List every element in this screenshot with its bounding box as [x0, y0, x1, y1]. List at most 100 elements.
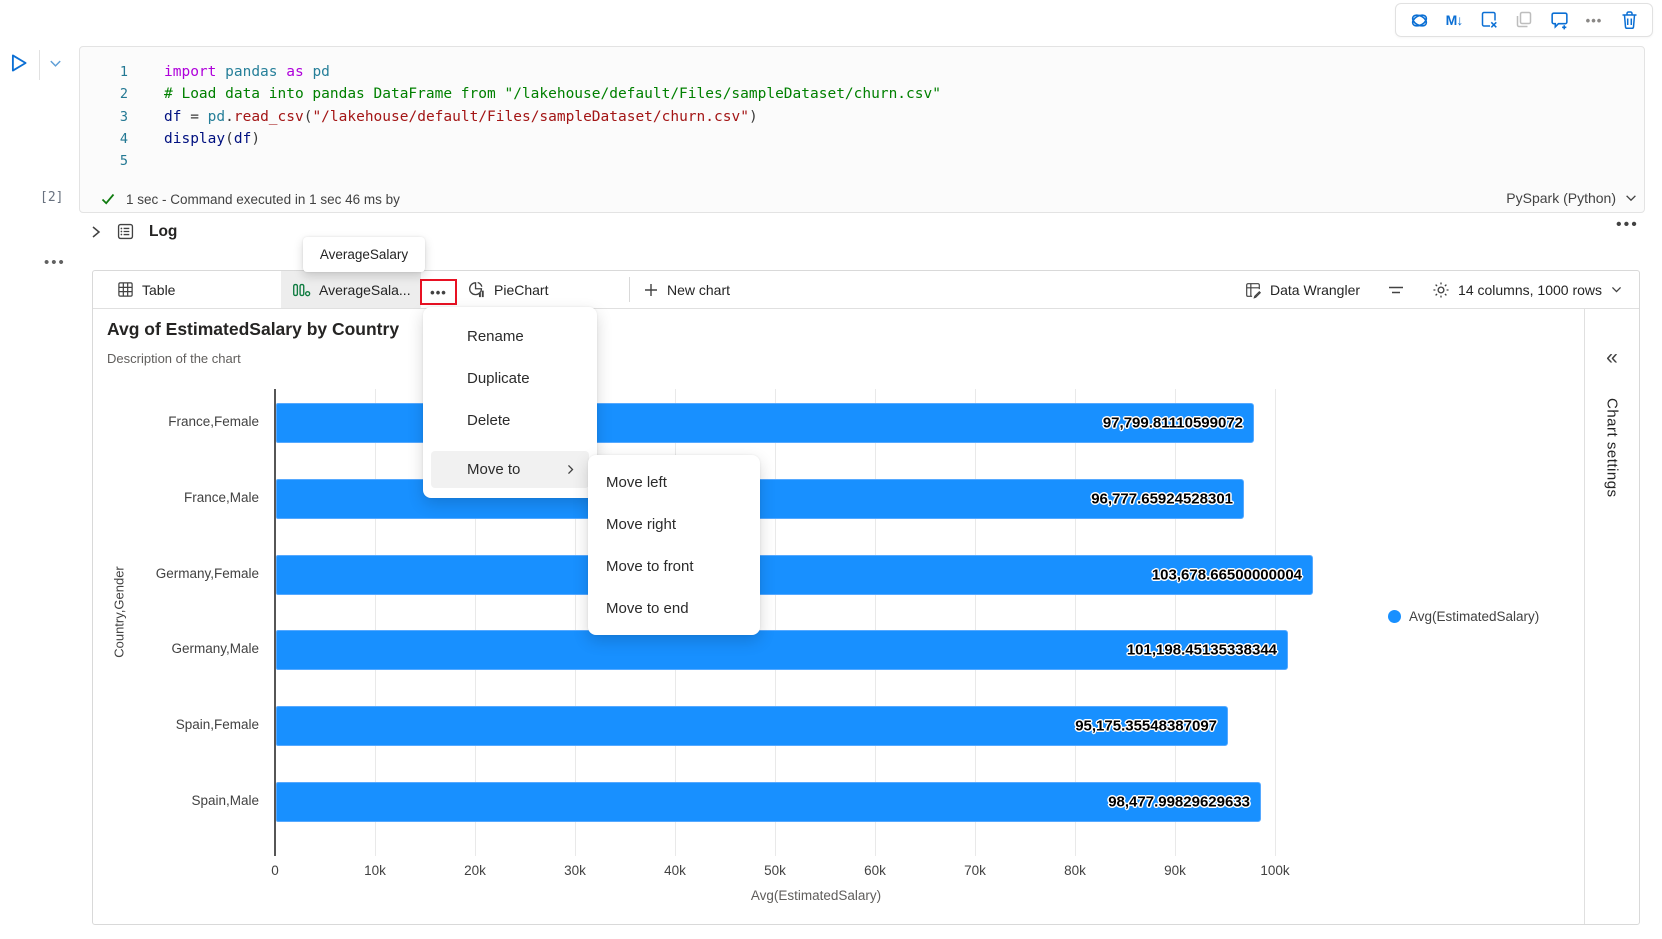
copy-cell-icon [1513, 9, 1535, 31]
columns-rows-selector[interactable]: 14 columns, 1000 rows [1432, 281, 1623, 299]
y-axis-label: Country,Gender [111, 566, 127, 658]
x-tick-label: 90k [1164, 863, 1186, 878]
bar-Germany,Female[interactable]: 103,678.66500000004 [276, 554, 1313, 595]
bar-value-label: 103,678.66500000004 [1151, 566, 1302, 584]
code-line[interactable]: 3 df = pd.read_csv("/lakehouse/default/Fi… [80, 106, 1644, 128]
plus-icon [645, 283, 657, 296]
output-more-options[interactable]: ••• [44, 254, 66, 271]
x-tick-label: 20k [464, 863, 486, 878]
x-tick-label: 80k [1064, 863, 1086, 878]
gridline [775, 389, 776, 856]
tab-table[interactable]: Table [117, 271, 175, 308]
submenu-item-move-to-end[interactable]: Move to end [588, 587, 760, 629]
chart-legend[interactable]: Avg(EstimatedSalary) [1388, 609, 1539, 624]
line-number: 5 [119, 153, 128, 170]
run-options-chevron-icon[interactable] [48, 56, 63, 71]
more-options-icon[interactable]: ••• [1585, 12, 1603, 28]
y-axis-line [274, 389, 276, 856]
gridline [975, 389, 976, 856]
plot-area: 0 10k 20k 30k 40k 50k 60k 70k 80k 90k 100k 97,799.8… [93, 271, 1584, 924]
code-line[interactable]: 5 [80, 150, 1644, 172]
menu-item-move-to[interactable]: Move to [431, 451, 589, 488]
run-cell-icon[interactable] [8, 52, 30, 74]
filter-icon[interactable] [1386, 280, 1406, 300]
x-tick-label: 70k [964, 863, 986, 878]
gridline [475, 389, 476, 856]
kernel-name: PySpark (Python) [1506, 190, 1616, 206]
copilot-icon[interactable] [1408, 9, 1430, 31]
bar-Spain,Female[interactable]: 95,175.35548387097 [276, 706, 1228, 747]
x-tick-label: 30k [564, 863, 586, 878]
add-comment-icon[interactable] [1548, 9, 1570, 31]
category-label: Germany,Female [155, 565, 259, 581]
delete-cell-icon[interactable] [1618, 9, 1640, 31]
bar-value-label: 98,477.99829629633 [1108, 793, 1250, 811]
bar-Germany,Male[interactable]: 101,198.45135338344 [276, 630, 1288, 671]
menu-item-rename[interactable]: Rename [423, 315, 597, 357]
new-chart-button[interactable]: New chart [643, 271, 730, 308]
bar-France,Male[interactable]: 96,777.65924528301 [276, 478, 1244, 519]
log-label: Log [149, 222, 178, 240]
tab-piechart[interactable]: PieChart [467, 271, 548, 308]
tab-average-salary[interactable]: AverageSala... [281, 271, 421, 308]
x-tick-label: 100k [1260, 863, 1290, 878]
divider [629, 277, 630, 302]
chart-settings-label[interactable]: Chart settings [1603, 398, 1621, 498]
expand-panel-icon[interactable]: « [1606, 346, 1618, 369]
x-tick-label: 60k [864, 863, 886, 878]
submenu-item-move-right[interactable]: Move right [588, 503, 760, 545]
submenu-item-move-to-front[interactable]: Move to front [588, 545, 760, 587]
gear-icon [1433, 281, 1449, 298]
expand-chevron-icon[interactable] [90, 225, 102, 239]
menu-item-label: Move left [606, 473, 667, 491]
x-axis-label: Avg(EstimatedSalary) [750, 888, 882, 903]
bar-chart-icon [293, 283, 311, 296]
tab-table-label: Table [142, 281, 176, 298]
data-wrangler-button[interactable]: Data Wrangler [1244, 281, 1360, 299]
menu-item-label: Move to [467, 461, 521, 478]
data-wrangler-icon [1246, 282, 1262, 299]
code-line[interactable]: 1 import pandas as pd [80, 61, 1644, 83]
chart-subtitle: Description of the chart [107, 351, 241, 366]
kernel-picker[interactable]: PySpark (Python) [1506, 190, 1638, 206]
submenu-chevron-icon [568, 464, 574, 475]
bar-value-label: 95,175.35548387097 [1075, 717, 1217, 735]
code-text: # Load data into pandas DataFrame from "… [164, 86, 941, 103]
category-label: Spain,Female [175, 717, 259, 733]
chart-title: Avg of EstimatedSalary by Country [107, 319, 400, 339]
category-label: Spain,Male [191, 793, 259, 808]
tab-piechart-label: PieChart [494, 281, 549, 298]
tab-more-options-highlighted[interactable]: ••• [420, 279, 457, 305]
cell-output-card: Table AverageSala... PieChart New chart [92, 270, 1640, 925]
log-section-header[interactable]: Log [90, 222, 177, 241]
cell-toolbar: M↓ ••• [1395, 3, 1653, 37]
code-text: df = pd.read_csv("/lakehouse/default/Fil… [164, 108, 758, 125]
log-more-options[interactable]: ••• [1616, 216, 1639, 233]
chart-settings-panel: « Chart settings [1584, 308, 1639, 924]
line-number: 4 [119, 130, 128, 147]
execution-count: [2] [40, 190, 64, 205]
submenu-item-move-left[interactable]: Move left [588, 461, 760, 503]
code-line[interactable]: 4 display(df) [80, 128, 1644, 150]
clear-cell-icon[interactable] [1478, 9, 1500, 31]
menu-item-duplicate[interactable]: Duplicate [423, 357, 597, 399]
convert-to-markdown-icon[interactable]: M↓ [1445, 12, 1464, 28]
menu-item-delete[interactable]: Delete [423, 399, 597, 441]
category-label: Germany,Male [171, 641, 259, 657]
code-text: import pandas as pd [164, 64, 330, 80]
success-check-icon [100, 191, 116, 207]
bar-value-label: 97,799.81110599072 [1102, 414, 1243, 432]
x-tick-label: 10k [364, 863, 386, 878]
line-number: 3 [119, 108, 128, 125]
code-text: display(df) [164, 130, 261, 147]
category-label: France,Male [183, 489, 259, 505]
code-lines[interactable]: 1 import pandas as pd 2 # Load data into pa… [80, 61, 1644, 172]
bar-Spain,Male[interactable]: 98,477.99829629633 [276, 782, 1261, 822]
gridline [575, 389, 576, 856]
x-tick-label: 50k [764, 863, 786, 878]
table-icon [118, 282, 133, 297]
code-cell[interactable]: 1 import pandas as pd 2 # Load data into pa… [79, 46, 1645, 213]
gridline [1175, 389, 1176, 856]
code-line[interactable]: 2 # Load data into pandas DataFrame from … [80, 83, 1644, 105]
